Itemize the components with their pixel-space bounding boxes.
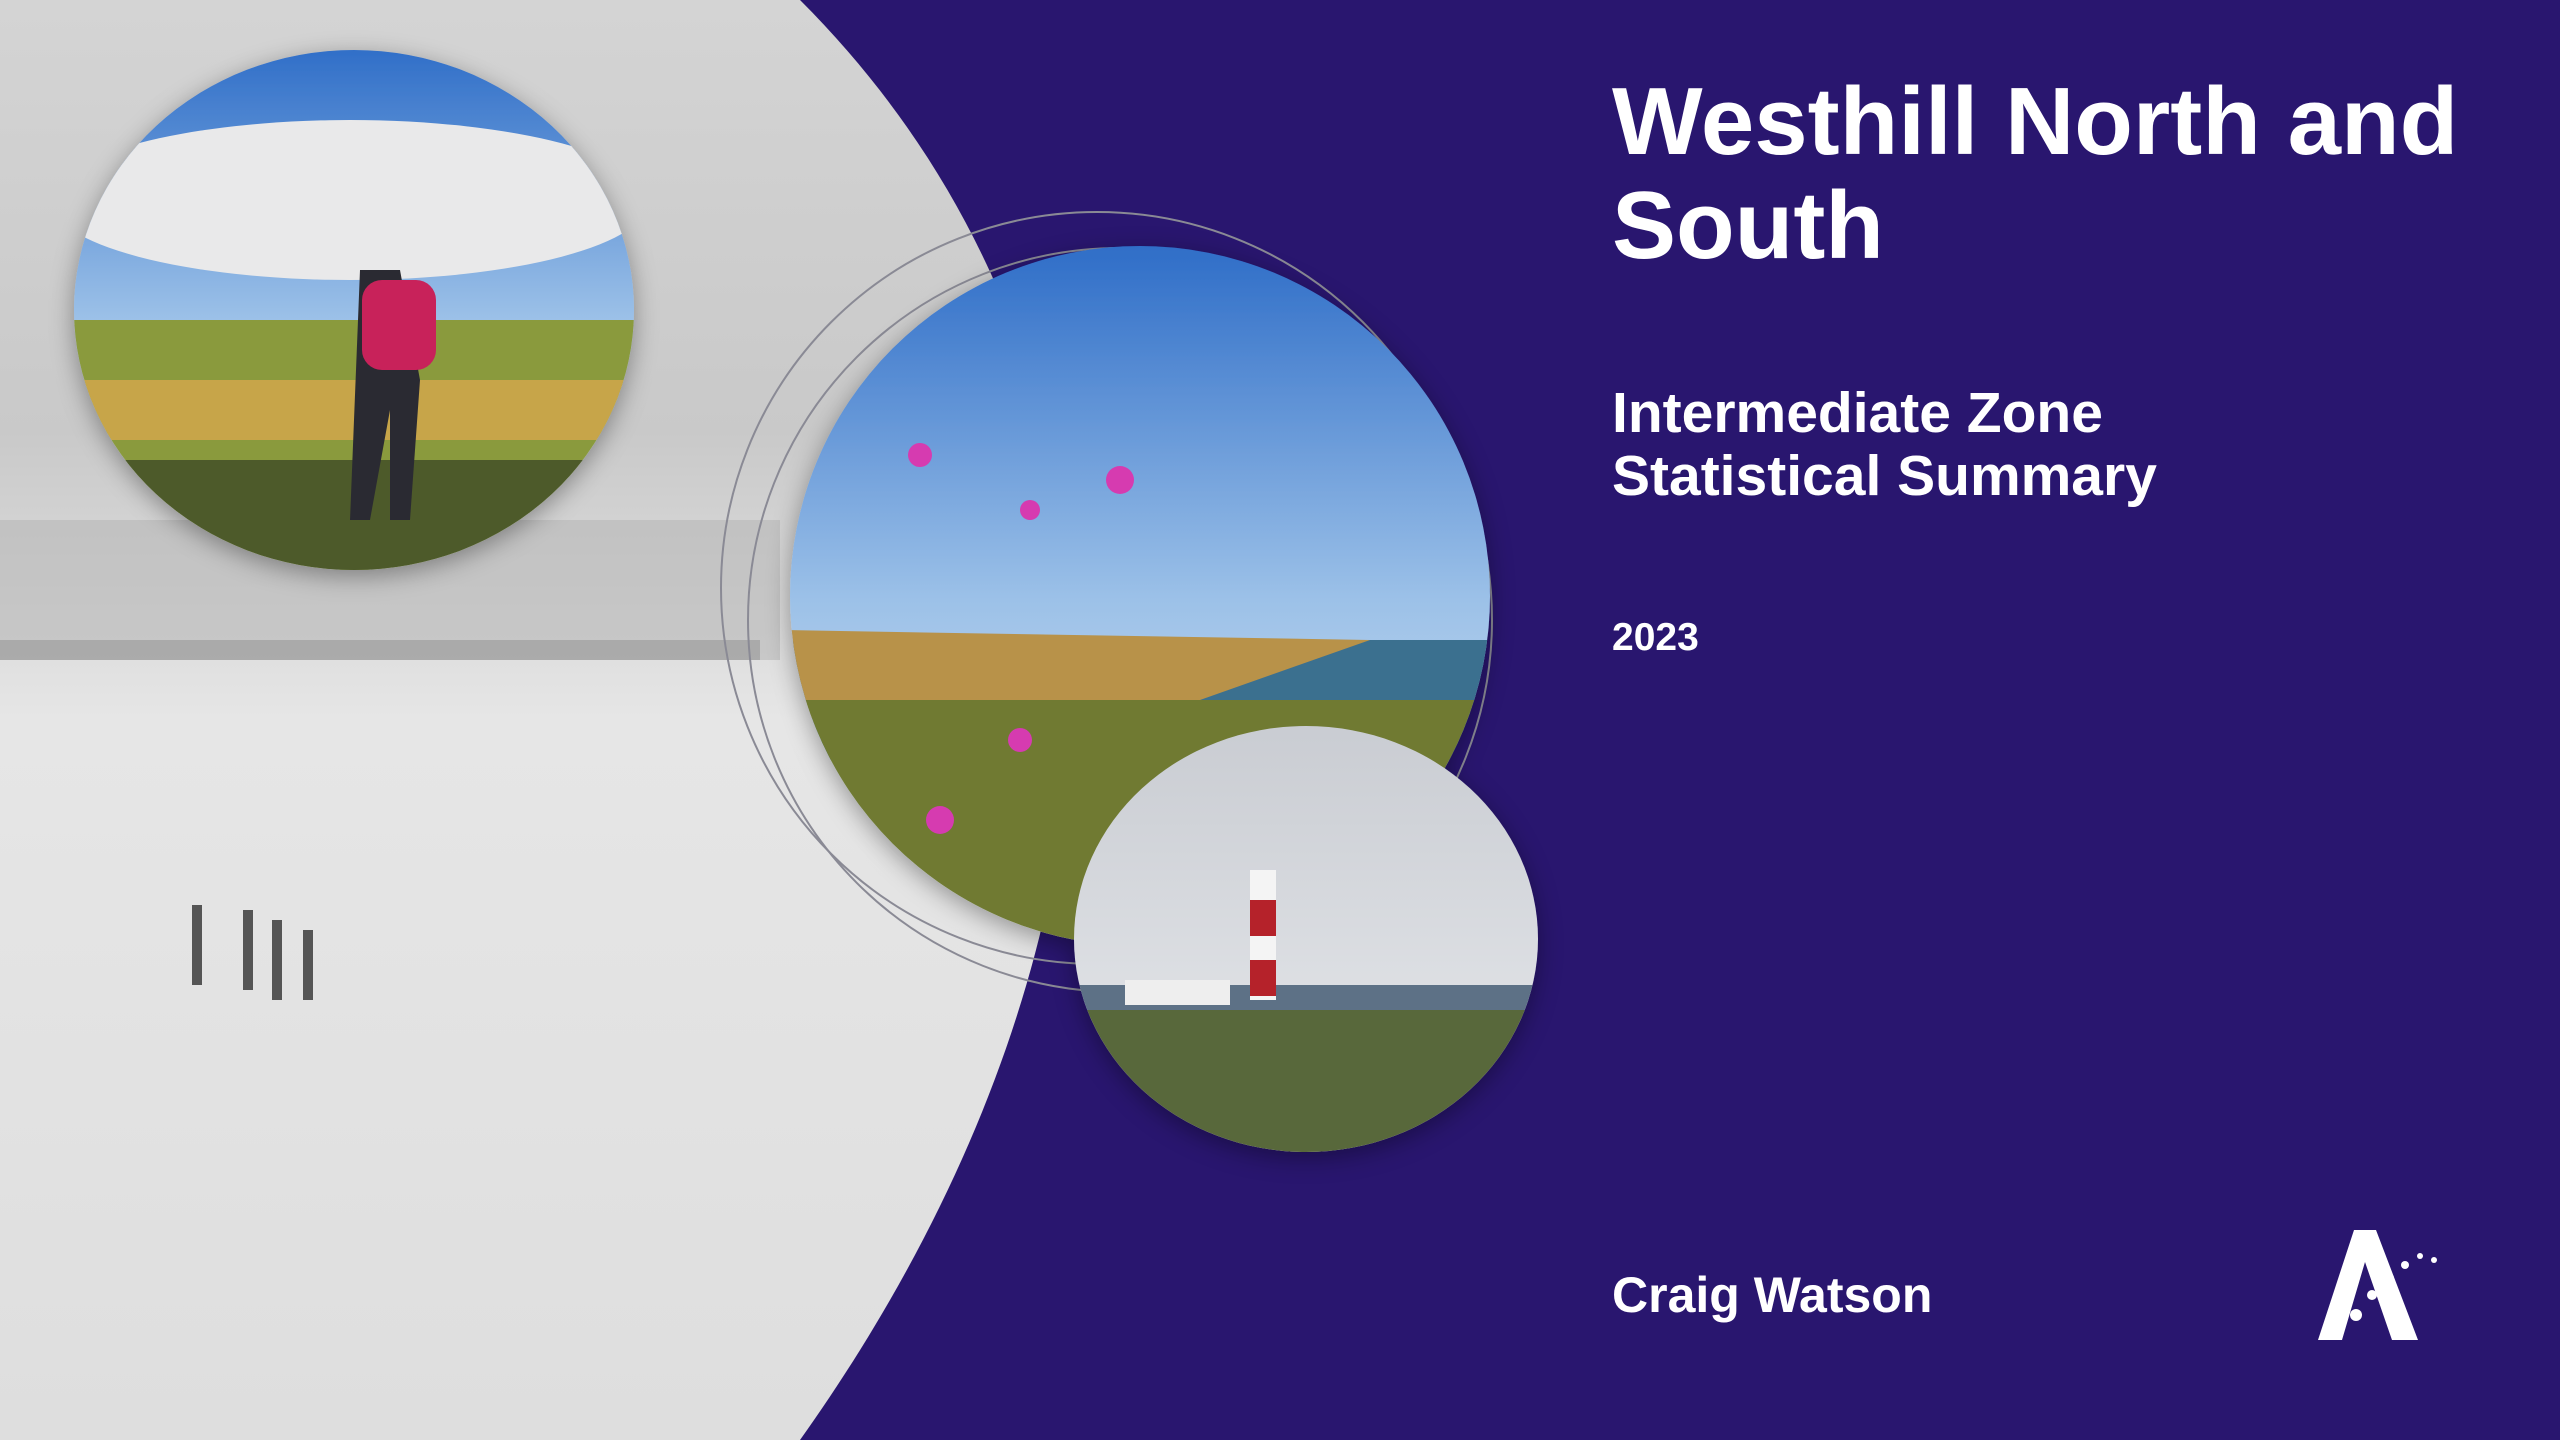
subtitle: Intermediate Zone Statistical Summary (1612, 382, 2157, 508)
subtitle-line: Intermediate Zone (1612, 381, 2103, 445)
year: 2023 (1612, 616, 1699, 659)
author: Craig Watson (1612, 1267, 1933, 1323)
title: Westhill North and South (1612, 68, 2459, 279)
subtitle-line: Statistical Summary (1612, 444, 2157, 508)
